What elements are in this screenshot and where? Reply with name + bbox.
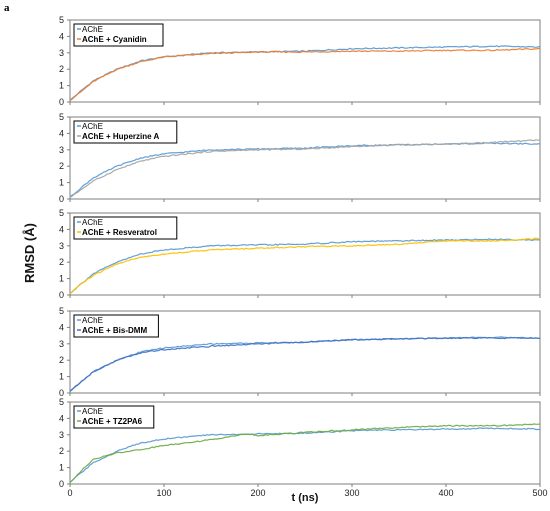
x-axis-title: t (ns) bbox=[292, 492, 319, 504]
y-tick-label: 4 bbox=[59, 224, 64, 234]
x-tick-label: 100 bbox=[156, 488, 171, 498]
legend-label: AChE + Bis-DMM bbox=[82, 326, 147, 335]
series-line-complex bbox=[69, 47, 541, 101]
y-tick-label: 3 bbox=[59, 339, 64, 349]
plot-frame bbox=[69, 19, 541, 103]
x-tick-label: 0 bbox=[67, 488, 72, 498]
y-tick-label: 2 bbox=[59, 446, 64, 456]
series-line-complex bbox=[69, 336, 541, 392]
series-line-complex bbox=[69, 139, 541, 198]
y-tick-label: 2 bbox=[59, 355, 64, 365]
y-axis-title: RMSD (Å) bbox=[22, 223, 37, 283]
legend-box bbox=[73, 23, 164, 47]
y-tick-label: 2 bbox=[59, 257, 64, 267]
y-tick-label: 3 bbox=[59, 145, 64, 155]
y-tick-label: 0 bbox=[59, 290, 64, 300]
y-tick-label: 4 bbox=[59, 128, 64, 138]
series-line-ache bbox=[69, 427, 541, 483]
series-line-ache bbox=[69, 45, 541, 101]
y-tick-label: 1 bbox=[59, 372, 64, 382]
y-tick-label: 1 bbox=[59, 178, 64, 188]
legend-box bbox=[73, 120, 178, 144]
series-line-complex bbox=[69, 237, 541, 294]
y-tick-label: 4 bbox=[59, 413, 64, 423]
legend-box bbox=[73, 314, 159, 338]
legend-box bbox=[73, 405, 155, 429]
y-tick-label: 1 bbox=[59, 463, 64, 473]
y-tick-label: 4 bbox=[59, 322, 64, 332]
y-tick-label: 5 bbox=[59, 397, 64, 407]
plot-frame bbox=[69, 116, 541, 200]
y-tick-label: 3 bbox=[59, 48, 64, 58]
legend-label: AChE + TZ2PA6 bbox=[82, 417, 143, 426]
y-tick-label: 5 bbox=[59, 15, 64, 25]
series-line-complex bbox=[69, 423, 540, 483]
legend-label: AChE bbox=[82, 122, 103, 131]
legend-label: AChE bbox=[82, 218, 103, 227]
y-tick-label: 0 bbox=[59, 194, 64, 204]
y-tick-label: 5 bbox=[59, 306, 64, 316]
x-tick-label: 400 bbox=[438, 488, 453, 498]
legend-label: AChE bbox=[82, 25, 103, 34]
x-tick-label: 200 bbox=[250, 488, 265, 498]
series-line-ache bbox=[69, 336, 541, 392]
legend-label: AChE + Huperzine A bbox=[82, 132, 159, 141]
x-tick-label: 300 bbox=[344, 488, 359, 498]
plot-frame bbox=[69, 401, 541, 485]
legend-label: AChE bbox=[82, 407, 103, 416]
series-line-ache bbox=[69, 142, 541, 198]
plot-frame bbox=[69, 212, 541, 296]
y-tick-label: 5 bbox=[59, 208, 64, 218]
y-tick-label: 0 bbox=[59, 388, 64, 398]
y-tick-label: 1 bbox=[59, 274, 64, 284]
legend-label: AChE bbox=[82, 316, 103, 325]
y-tick-label: 5 bbox=[59, 112, 64, 122]
x-tick-label: 500 bbox=[532, 488, 547, 498]
y-tick-label: 1 bbox=[59, 81, 64, 91]
y-tick-label: 2 bbox=[59, 64, 64, 74]
legend-label: AChE + Resveratrol bbox=[82, 228, 157, 237]
y-tick-label: 0 bbox=[59, 97, 64, 107]
legend-box bbox=[73, 216, 178, 240]
y-tick-label: 2 bbox=[59, 161, 64, 171]
legend-label: AChE + Cyanidin bbox=[82, 35, 147, 44]
y-tick-label: 3 bbox=[59, 241, 64, 251]
y-tick-label: 4 bbox=[59, 31, 64, 41]
plot-frame bbox=[69, 310, 541, 394]
series-line-ache bbox=[69, 238, 541, 294]
y-tick-label: 3 bbox=[59, 430, 64, 440]
panel-letter: a bbox=[4, 2, 10, 14]
y-tick-label: 0 bbox=[59, 479, 64, 489]
